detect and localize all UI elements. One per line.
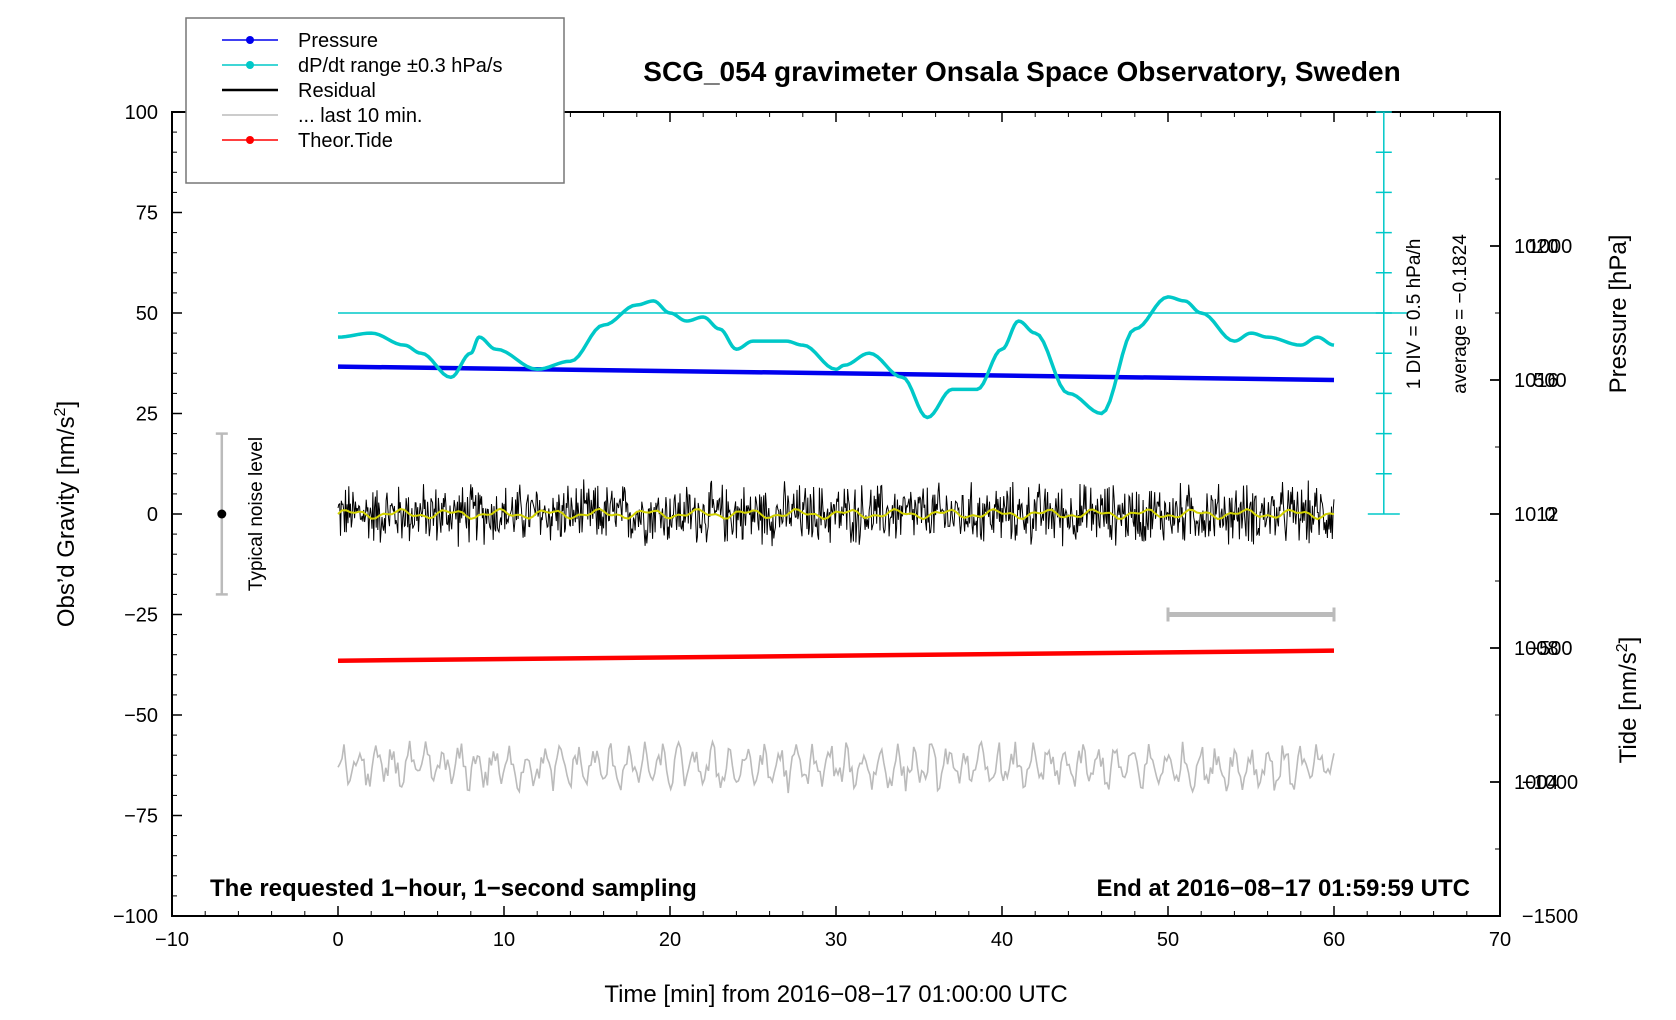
last-10-min-series-line <box>337 739 1335 794</box>
tide-title-sup: 2 <box>1614 643 1631 652</box>
legend-label: Pressure <box>298 30 378 52</box>
chart-title: SCG_054 gravimeter Onsala Space Observat… <box>643 56 1400 87</box>
legend-label: Residual <box>298 80 376 102</box>
x-tick-label: 10 <box>493 929 515 951</box>
tide-title-main: Tide [nm/s <box>1615 652 1642 763</box>
noise-level-center-dot <box>217 509 227 519</box>
legend-box <box>185 17 565 184</box>
x-tick-label: 20 <box>659 929 681 951</box>
y-left-title-end: ] <box>53 401 80 408</box>
legend-swatch-marker <box>246 61 254 69</box>
tide-title-end: ] <box>1615 637 1642 644</box>
residual-smoothed-line <box>337 507 1335 521</box>
pressure-tick-label: 1016 <box>1514 370 1559 392</box>
tide-axis-title: Tide [nm/s2] <box>1614 637 1642 764</box>
legend-label: ... last 10 min. <box>298 105 423 127</box>
pressure-tick-label: 1004 <box>1514 772 1559 794</box>
sampling-annotation: The requested 1−hour, 1−second sampling <box>210 875 697 902</box>
dpdt-div-label: 1 DIV = 0.5 hPa/h <box>1404 239 1425 390</box>
dpdt-scale-layer <box>1367 111 1400 515</box>
x-tick-label: −10 <box>155 929 189 951</box>
y-left-tick-label: −50 <box>124 705 158 727</box>
legend-swatch-marker <box>246 136 254 144</box>
dpdt-average-label: average = −0.1824 <box>1450 234 1471 394</box>
y-left-tick-label: −25 <box>124 605 158 627</box>
pressure-tick-label: 1020 <box>1514 236 1559 258</box>
y-left-axis-ticks: 100 75 50 25 0 −25 −50 −75 −100 <box>113 102 182 928</box>
pressure-tick-label: 1012 <box>1514 504 1559 526</box>
x-tick-label: 30 <box>825 929 847 951</box>
x-tick-label: 60 <box>1323 929 1345 951</box>
tide-tick-label: −1500 <box>1522 906 1578 928</box>
tide-axis-ticks: 1000 500 0 −500 −1000 −1500 <box>1490 236 1578 928</box>
legend-label: Theor.Tide <box>298 130 393 152</box>
tide-series-line <box>337 648 1335 663</box>
legend-swatch-marker <box>246 36 254 44</box>
tide-tick-label: 500 <box>1533 370 1566 392</box>
x-axis-ticks: −10 0 10 20 30 40 50 60 70 <box>155 112 1511 951</box>
y-left-tick-label: 100 <box>125 102 158 124</box>
dpdt-series-line <box>337 295 1335 420</box>
tide-tick-label: −500 <box>1527 638 1572 660</box>
tide-tick-label: 0 <box>1544 504 1555 526</box>
y-left-tick-label: 75 <box>136 203 158 225</box>
legend: Pressure dP/dt range ±0.3 hPa/s Residual..… <box>185 17 565 184</box>
pressure-axis-ticks: 1020 1016 1012 1008 1004 <box>1490 111 1559 850</box>
x-axis-title: Time [min] from 2016−08−17 01:00:00 UTC <box>604 981 1067 1008</box>
x-tick-label: 70 <box>1489 929 1511 951</box>
y-left-tick-label: 50 <box>136 303 158 325</box>
x-tick-label: 50 <box>1157 929 1179 951</box>
series-layer <box>215 295 1409 794</box>
x-tick-label: 0 <box>332 929 343 951</box>
tide-tick-label: 1000 <box>1528 236 1573 258</box>
x-tick-label: 40 <box>991 929 1013 951</box>
end-time-annotation: End at 2016−08−17 01:59:59 UTC <box>1096 875 1470 902</box>
legend-label: dP/dt range ±0.3 hPa/s <box>298 55 502 77</box>
legend-items: Pressure dP/dt range ±0.3 hPa/s Residual..… <box>222 30 502 152</box>
pressure-tick-label: 1008 <box>1514 638 1559 660</box>
y-left-axis-title: Obs’d Gravity [nm/s2] <box>52 401 80 627</box>
y-left-title-sup: 2 <box>52 407 69 416</box>
tide-tick-label: −1000 <box>1522 772 1578 794</box>
y-left-tick-label: 25 <box>136 404 158 426</box>
noise-level-label: Typical noise level <box>246 437 267 591</box>
y-left-tick-label: −75 <box>124 806 158 828</box>
y-left-title-main: Obs’d Gravity [nm/s <box>53 416 80 627</box>
y-left-tick-label: −100 <box>113 906 158 928</box>
pressure-series-line <box>337 364 1335 383</box>
y-left-tick-label: 0 <box>147 504 158 526</box>
pressure-axis-title: Pressure [hPa] <box>1605 235 1632 394</box>
